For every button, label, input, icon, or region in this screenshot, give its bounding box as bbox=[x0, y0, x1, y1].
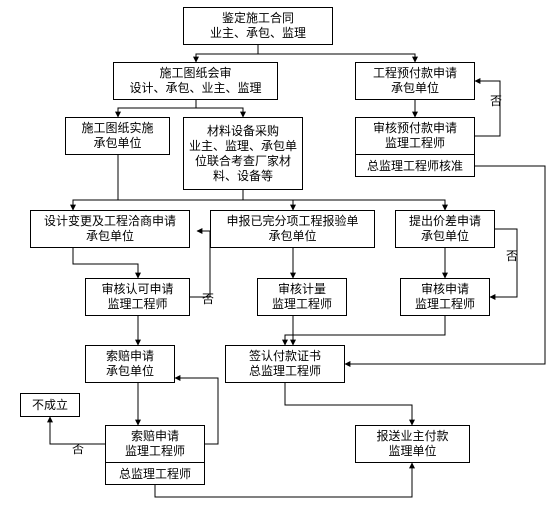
node-n5: 材料设备采购 业主、监理、承包单 位联合考查厂家材 料、设备等 bbox=[183, 117, 303, 190]
node-n16s: 总监理工程师 bbox=[105, 463, 205, 485]
node-n1: 鉴定施工合同 业主、承包、监理 bbox=[183, 7, 333, 45]
node-n9: 提出价差申请 承包单位 bbox=[395, 210, 495, 248]
label-l_no3: 否 bbox=[202, 290, 214, 307]
node-n10: 审核认可申请 监理工程师 bbox=[85, 278, 190, 316]
edges-layer bbox=[0, 0, 560, 513]
node-n4: 施工图纸实施 承包单位 bbox=[65, 117, 170, 155]
node-n7: 设计变更及工程洽商申请 承包单位 bbox=[30, 210, 190, 248]
node-n17: 报送业主付款 监理单位 bbox=[355, 425, 470, 463]
edge-0 bbox=[196, 45, 258, 62]
node-n8: 申报已完分项工程报验单 承包单位 bbox=[210, 210, 375, 248]
label-l_no2: 否 bbox=[506, 247, 518, 264]
edge-14 bbox=[190, 231, 210, 297]
flowchart-canvas: 鉴定施工合同 业主、承包、监理施工图纸会审 设计、承包、业主、监理 工程预付款申请… bbox=[0, 0, 560, 513]
edge-1 bbox=[258, 45, 415, 62]
node-n13: 索赔申请 承包单位 bbox=[85, 345, 175, 383]
label-l_no1: 否 bbox=[490, 92, 502, 109]
edge-22 bbox=[285, 383, 412, 425]
edge-8 bbox=[243, 190, 293, 210]
node-n12: 审核申请 监理工程师 bbox=[400, 278, 490, 316]
node-n11: 审核计量 监理工程师 bbox=[257, 278, 347, 316]
node-n15: 不成立 bbox=[20, 393, 80, 417]
edge-10 bbox=[73, 248, 138, 278]
edge-7 bbox=[73, 155, 118, 210]
node-n6s: 总监理工程师核准 bbox=[355, 155, 475, 177]
node-n2: 施工图纸会审 设计、承包、业主、监理 bbox=[113, 62, 278, 100]
edge-2 bbox=[118, 100, 196, 117]
node-n6: 审核预付款申请 监理工程师 bbox=[355, 117, 475, 155]
edge-17 bbox=[285, 316, 445, 345]
node-n14: 签认付款证书 总监理工程师 bbox=[225, 345, 345, 383]
node-n3: 工程预付款申请 承包单位 bbox=[355, 62, 475, 100]
edge-6 bbox=[345, 166, 545, 364]
edge-3 bbox=[196, 100, 243, 117]
node-n16: 索赔申请 监理工程师 bbox=[105, 425, 205, 463]
label-l_no4: 否 bbox=[72, 440, 84, 457]
